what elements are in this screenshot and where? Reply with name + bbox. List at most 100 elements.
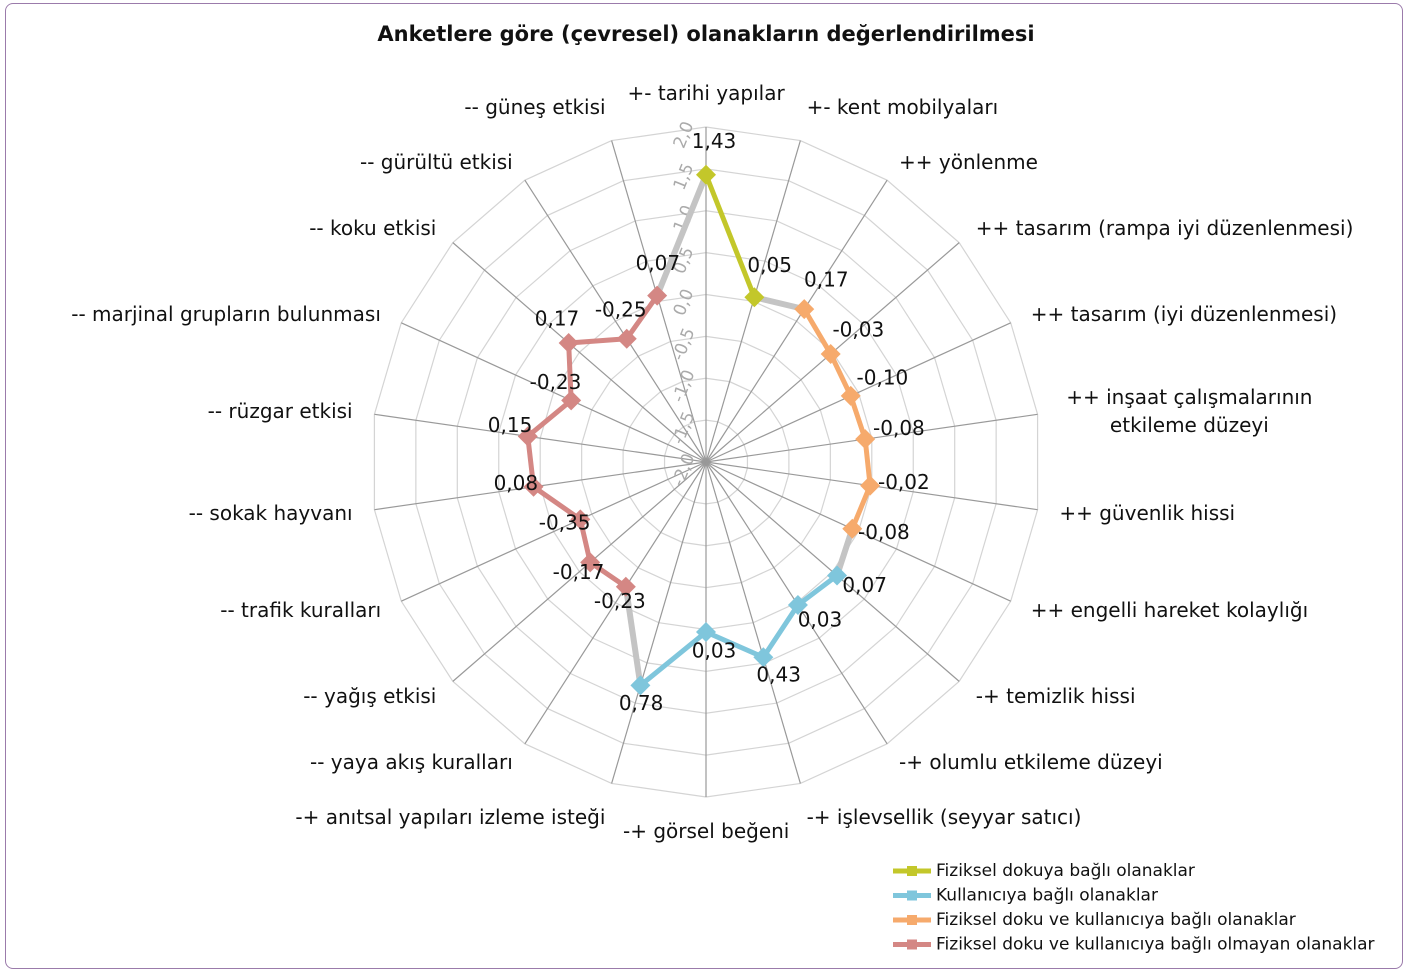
data-label: 0,17 [804, 268, 849, 292]
spoke [705, 179, 888, 463]
legend-label: Kullanıcıya bağlı olanaklar [936, 886, 1158, 906]
marker [647, 285, 668, 306]
connector [834, 527, 856, 577]
legend-marker [907, 890, 917, 901]
data-label: -0,02 [878, 470, 930, 494]
spoke [452, 242, 707, 463]
category-label: -- yağış etkisi [303, 683, 437, 708]
data-label: -0,25 [595, 297, 647, 321]
series-line [525, 294, 660, 589]
tick-label: 1,5 [670, 161, 699, 194]
series-line [802, 307, 873, 530]
marker [561, 390, 582, 411]
category-label: -+ görsel beğeni [623, 819, 790, 843]
marker [794, 299, 815, 320]
data-label: 0,78 [619, 691, 664, 715]
spoke [705, 461, 801, 784]
legend-label: Fiziksel doku ve kullanıcıya bağlı olmay… [936, 935, 1375, 955]
category-label: -+ anıtsal yapıları izleme isteği [295, 804, 606, 829]
marker [517, 426, 538, 447]
tick-label: -1,5 [669, 409, 700, 447]
data-label: -0,10 [857, 366, 909, 390]
connector [654, 173, 709, 297]
category-label: -- koku etkisi [309, 216, 437, 241]
category-label: -- gürültü etkisi [359, 149, 513, 174]
data-label: 0,43 [756, 663, 801, 687]
category-label: ++ inşaat çalışmalarının etkileme düzeyi [1066, 385, 1313, 438]
spoke [452, 461, 707, 682]
category-label: -- marjinal grupların bulunması [71, 301, 381, 326]
data-label: 0,08 [494, 471, 539, 495]
data-label: -0,23 [594, 589, 646, 613]
marker [616, 328, 637, 349]
spoke [705, 322, 1011, 463]
marker [860, 475, 881, 496]
data-label: 0,15 [488, 413, 533, 437]
marker [696, 622, 716, 643]
marker [842, 518, 863, 539]
legend-marker [907, 866, 917, 876]
category-label: +- tarihi yapılar [627, 81, 785, 105]
data-label: -0,03 [832, 317, 884, 341]
legend-label: Fiziksel dokuya bağlı olanaklar [936, 861, 1195, 881]
data-label: 1,43 [692, 129, 737, 153]
data-label: -0,08 [858, 520, 910, 544]
marker [570, 509, 591, 530]
chart-title: Anketlere göre (çevresel) olanakların de… [377, 22, 1034, 46]
legend-marker [907, 915, 917, 925]
data-label: -0,23 [530, 370, 582, 394]
data-label: 0,05 [747, 253, 792, 277]
data-label: 0,07 [636, 251, 681, 275]
marker [753, 647, 774, 668]
category-label: ++ yönlenme [899, 149, 1038, 174]
connector [622, 586, 644, 686]
tick-label: -2,0 [669, 451, 700, 489]
marker [820, 343, 841, 364]
category-label: -- yaya akış kuralları [309, 750, 513, 775]
category-label: ++ güvenlik hissi [1059, 500, 1236, 525]
series-line [703, 173, 757, 299]
marker [630, 675, 651, 696]
chart-frame [5, 3, 1403, 969]
marker [744, 287, 765, 308]
marker [696, 164, 716, 185]
legend-label: Fiziksel doku ve kullanıcıya bağlı olana… [936, 910, 1296, 930]
marker [827, 565, 848, 586]
category-label: -+ temizlik hissi [975, 683, 1136, 708]
tick-label: -0,5 [669, 325, 700, 363]
data-label: 0,07 [842, 573, 887, 597]
data-label: 0,03 [798, 607, 843, 631]
category-label: -- rüzgar etkisi [207, 399, 353, 424]
spoke [524, 461, 707, 745]
data-label: -0,35 [539, 511, 591, 535]
category-label: -+ olumlu etkileme düzeyi [899, 750, 1163, 775]
category-label: -- sokak hayvanı [188, 500, 353, 525]
category-label: -+ işlevsellik (seyyar satıcı) [806, 804, 1082, 829]
data-label: 0,03 [692, 639, 737, 663]
category-label: -- trafik kuralları [220, 598, 382, 623]
tick-label: 0,0 [670, 286, 699, 319]
data-label: 0,17 [535, 306, 580, 330]
marker [523, 476, 544, 497]
data-label: -0,08 [873, 416, 925, 440]
tick-label: -1,0 [669, 367, 700, 405]
spoke [374, 413, 707, 463]
marker [615, 576, 636, 597]
marker [558, 332, 579, 353]
marker [787, 595, 808, 616]
spoke [611, 461, 707, 784]
spoke [524, 179, 707, 463]
category-label: +- kent mobilyaları [806, 95, 999, 120]
category-label: ++ tasarım (iyi düzenlenmesi) [1030, 301, 1338, 326]
category-label: ++ engelli hareket kolaylığı [1030, 598, 1309, 623]
marker [580, 552, 601, 573]
data-label: -0,17 [553, 560, 605, 584]
legend-marker [907, 939, 917, 950]
connector [753, 294, 805, 313]
category-label: -- güneş etkisi [464, 95, 606, 120]
marker [855, 429, 876, 450]
category-label: ++ tasarım (rampa iyi düzenlenmesi) [975, 216, 1354, 241]
spoke [401, 322, 707, 463]
